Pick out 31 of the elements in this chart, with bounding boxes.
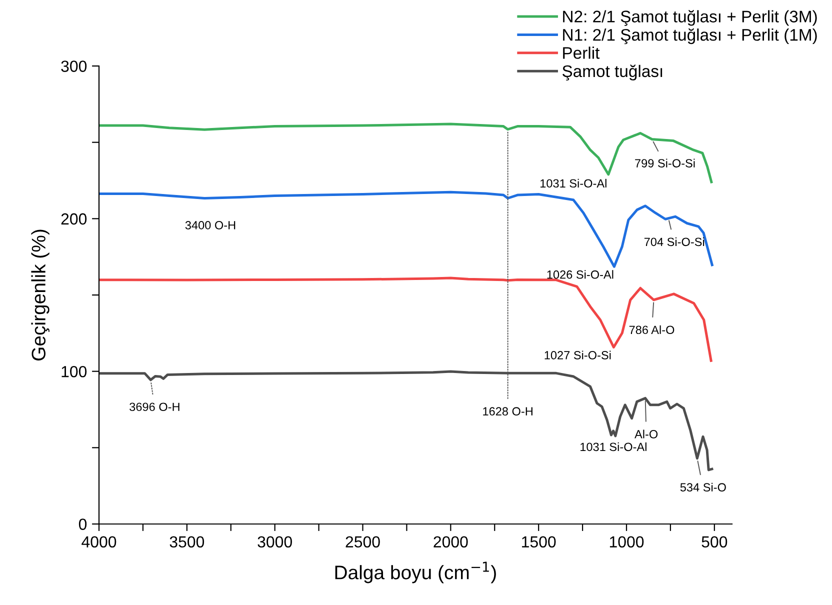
y-tick-label: 200: [61, 213, 87, 225]
y-tick-label: 0: [78, 518, 87, 530]
x-tick-label: 4000: [82, 536, 116, 548]
x-tick-label: 2000: [434, 536, 468, 548]
annotation: 704 Si-O-Si: [644, 237, 704, 246]
annotation: 1031 Si-O-Al: [540, 178, 606, 188]
x-tick-label: 3000: [258, 536, 292, 548]
x-tick-label: 500: [702, 536, 728, 548]
annotation: 3696 O-H: [130, 402, 180, 412]
legend-label: N1: 2/1 Şamot tuğlası + Perlit (1M): [563, 28, 817, 44]
line-series: [99, 190, 714, 268]
x-tick-label: 2500: [346, 536, 380, 548]
legend-label: Şamot tuğlası: [562, 64, 662, 80]
annotation: 799 Si-O-Si: [635, 158, 695, 168]
x-axis-title: Dalga boyu (cm$^{−1}$): [335, 562, 496, 584]
legend-label: N2: 2/1 Şamot tuğlası + Perlit (3M): [563, 10, 817, 26]
x-tick-label: 1000: [610, 536, 644, 548]
annotation: 1031 Si-O-Al: [580, 442, 646, 452]
legend-label: Perlit: [563, 46, 600, 59]
annotation: 1027 Si-O-Si: [544, 350, 611, 360]
annotation: Al-O: [634, 430, 658, 438]
annotation: 3400 O-H: [185, 221, 236, 230]
annotation: 1026 Si-O-Al: [547, 270, 614, 279]
x-tick-label: 3500: [170, 536, 204, 548]
y-tick-label: 100: [62, 366, 87, 378]
x-tick-label: 1500: [522, 536, 556, 548]
annotation: 1628 O-H: [483, 407, 532, 416]
annotation: 786 Al-O: [629, 325, 674, 334]
y-axis-title: Geçirgenlik (%): [31, 230, 50, 360]
annotation: 534 Si-O: [680, 482, 726, 492]
y-tick-label: 300: [61, 60, 87, 72]
